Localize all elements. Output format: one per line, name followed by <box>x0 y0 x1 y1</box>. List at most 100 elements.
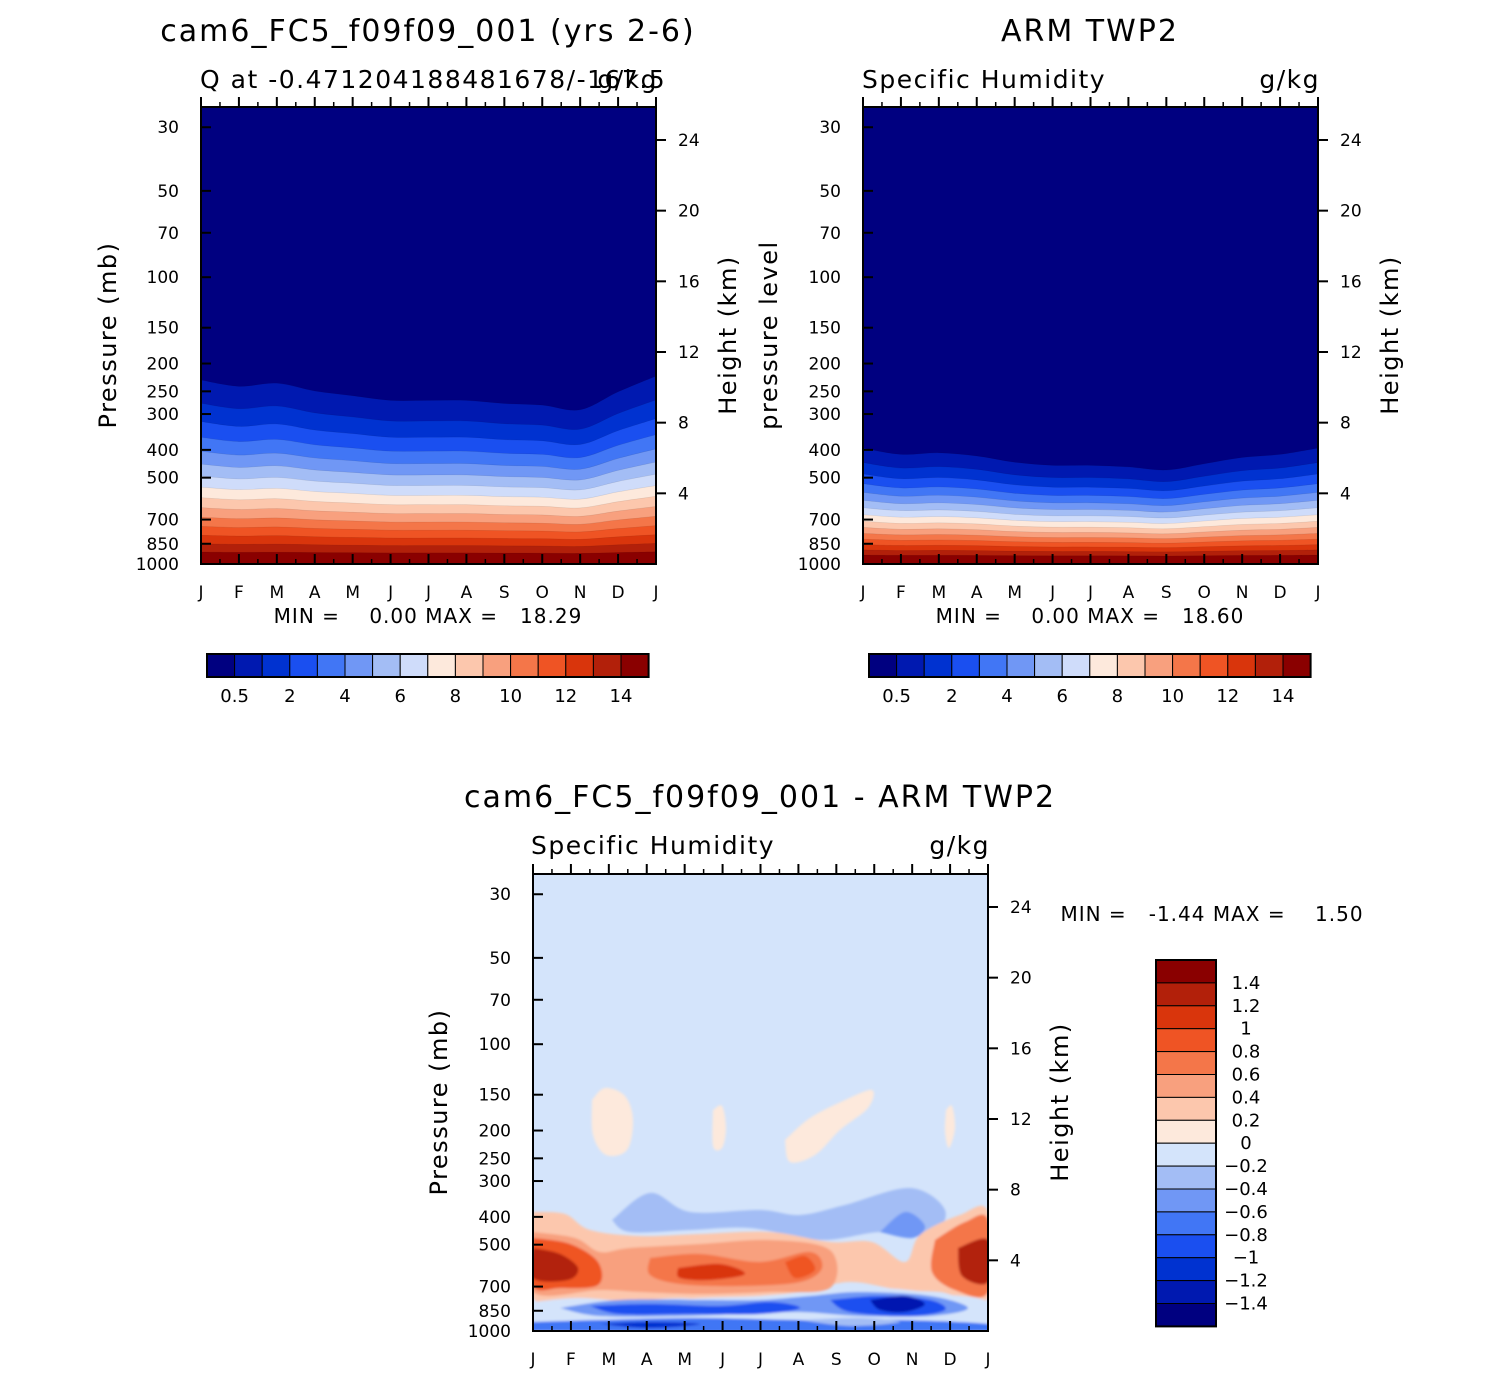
positive-core <box>958 1238 988 1285</box>
y2-tick-label: 4 <box>678 484 689 504</box>
colorbar-swatch <box>1155 1005 1217 1030</box>
axis-ticks: J F M A M J J A S O N D J 30 50 70 100 150 200 250 300 400 500… <box>798 97 1362 603</box>
y2-tick-label: 24 <box>1010 898 1032 918</box>
colorbar-swatch <box>1155 1028 1217 1053</box>
y-tick-label: 200 <box>147 355 179 375</box>
colorbar-swatch <box>1155 982 1217 1007</box>
x-tick-label: A <box>971 583 983 603</box>
colorbar: 0.5 2 4 6 8 10 12 14 <box>206 653 650 707</box>
min-max-readout: MIN = 0.00 MAX = 18.60 <box>936 604 1245 628</box>
y-tick-label: 300 <box>479 1172 511 1192</box>
colorbar-swatch <box>344 653 374 678</box>
panel-difference: cam6_FC5_f09f09_001 - ARM TWP2 Specific … <box>425 780 1363 1370</box>
x-tick-label: D <box>612 583 625 603</box>
colorbar-swatch <box>1089 653 1118 678</box>
y-tick-label: 50 <box>157 182 179 202</box>
panel-subtitle-left: Q at -0.471204188481678/-167.5 <box>200 65 666 94</box>
axis-ticks: J F M A M J J A S O N D J 30 50 70 100 150 200 250 300 400 500… <box>468 864 1032 1370</box>
y2-axis-label: Height (km) <box>1376 255 1404 414</box>
panel-title: cam6_FC5_f09f09_001 - ARM TWP2 <box>464 780 1056 815</box>
y-axis-label: Pressure (mb) <box>425 1009 453 1196</box>
positive-patch <box>785 1089 874 1163</box>
panel-observation: ARM TWP2 Specific Humidity g/kg J F M A M J J A… <box>755 14 1404 707</box>
y-tick-label: 70 <box>819 224 841 244</box>
y-tick-label: 250 <box>479 1149 511 1169</box>
panel-subtitle-left: Specific Humidity <box>531 831 775 860</box>
colorbar-frame <box>206 653 650 678</box>
y-tick-label: 30 <box>489 885 511 905</box>
y-tick-label: 150 <box>147 319 179 339</box>
y2-tick-label: 12 <box>1010 1110 1032 1130</box>
x-tick-label: M <box>931 583 946 603</box>
x-tick-label: M <box>345 583 360 603</box>
colorbar-label: 12 <box>1216 686 1239 707</box>
colorbar-label: 10 <box>1161 686 1184 707</box>
colorbar-label: −1.2 <box>1224 1271 1268 1292</box>
colorbar-swatch <box>1254 653 1284 678</box>
colorbar-swatch <box>1155 1211 1217 1236</box>
colorbar-label: 1.2 <box>1232 996 1261 1017</box>
y-tick-label: 30 <box>819 118 841 138</box>
x-tick-label: F <box>896 583 906 603</box>
y-tick-label: 700 <box>479 1278 511 1298</box>
colorbar-swatch <box>978 653 1008 678</box>
min-max-readout: MIN = -1.44 MAX = 1.50 <box>1060 902 1363 926</box>
min-max-readout: MIN = 0.00 MAX = 18.29 <box>274 604 583 628</box>
y2-tick-label: 8 <box>1340 414 1351 434</box>
y2-tick-label: 20 <box>678 202 700 222</box>
colorbar-label: 6 <box>1056 686 1067 707</box>
x-tick-label: N <box>906 1350 919 1370</box>
x-tick-label: F <box>234 583 244 603</box>
colorbar-label: 4 <box>1001 686 1012 707</box>
colorbar-label: 0.5 <box>882 686 911 707</box>
colorbar-swatch <box>510 653 539 678</box>
colorbar-label: −1 <box>1233 1248 1260 1269</box>
y-tick-label: 500 <box>147 469 179 489</box>
x-tick-label: J <box>1087 583 1093 603</box>
panel-model: cam6_FC5_f09f09_001 (yrs 2-6) Q at -0.47… <box>94 14 742 707</box>
colorbar-label: 14 <box>610 686 633 707</box>
colorbar-swatch <box>1155 1165 1217 1190</box>
colorbar-label: 6 <box>394 686 405 707</box>
colorbar-swatch <box>482 653 512 678</box>
y2-tick-label: 4 <box>1340 484 1351 504</box>
x-tick-label: J <box>719 1350 725 1370</box>
colorbar-swatch <box>868 653 898 678</box>
y2-tick-label: 4 <box>1010 1251 1021 1271</box>
colorbar-label: 0 <box>1240 1133 1251 1154</box>
colorbar-label: 8 <box>1112 686 1123 707</box>
y-tick-label: 850 <box>479 1302 511 1322</box>
y2-axis-label: Height (km) <box>714 255 742 414</box>
y-tick-label: 30 <box>157 118 179 138</box>
negative-patch <box>612 1187 946 1241</box>
colorbar-swatch <box>1155 1142 1217 1167</box>
colorbar-swatch <box>206 653 236 678</box>
x-tick-label: O <box>536 583 549 603</box>
x-tick-label: A <box>793 1350 805 1370</box>
y-tick-label: 500 <box>809 469 841 489</box>
colorbar-label: 0.2 <box>1232 1110 1261 1131</box>
axis-ticks: J F M A M J J A S O N D J 30 50 70 100 150 200 250 300 400 500… <box>136 97 700 603</box>
x-tick-label: A <box>1123 583 1135 603</box>
colorbar-label: 4 <box>339 686 350 707</box>
y-tick-label: 1000 <box>798 555 841 575</box>
x-tick-label: O <box>868 1350 881 1370</box>
x-tick-label: A <box>309 583 321 603</box>
colorbar-swatch <box>592 653 622 678</box>
colorbar-swatch <box>537 653 567 678</box>
positive-patch <box>712 1105 726 1151</box>
colorbar-swatch <box>620 653 650 678</box>
colorbar-swatch <box>1155 1051 1217 1075</box>
colorbar-swatch <box>316 653 346 678</box>
x-tick-label: M <box>601 1350 616 1370</box>
colorbar-swatch <box>1155 1074 1217 1098</box>
colorbar-label: 1.4 <box>1232 973 1261 994</box>
x-tick-label: A <box>461 583 473 603</box>
colorbar-swatch <box>951 653 980 678</box>
y-axis-label: pressure level <box>755 240 783 429</box>
y-axis-label: Pressure (mb) <box>94 242 122 429</box>
x-tick-label: J <box>425 583 431 603</box>
x-tick-label: S <box>831 1350 842 1370</box>
panel-title: ARM TWP2 <box>1001 14 1179 49</box>
y2-tick-label: 8 <box>678 414 689 434</box>
